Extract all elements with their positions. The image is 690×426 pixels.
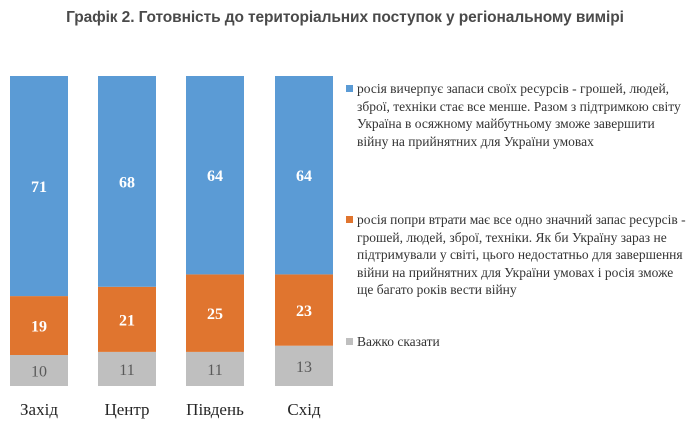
data-label: 11 <box>119 362 134 379</box>
bar-segment-Центр-s2 <box>98 351 156 386</box>
bar-segment-Схід-s2 <box>275 345 333 386</box>
legend-item-hard-to-say: Важко сказати <box>346 333 686 351</box>
bar-segment-Захід-s2 <box>10 355 68 386</box>
data-label: 64 <box>296 168 312 185</box>
category-label: Захід <box>20 400 58 419</box>
legend-label: росія попри втрати має все одно значний … <box>357 212 686 297</box>
data-label: 10 <box>31 364 47 381</box>
bar-segment-Південь-s0 <box>186 76 244 275</box>
bar-segment-Південь-s1 <box>186 274 244 352</box>
legend-item-significant-reserves: росія попри втрати має все одно значний … <box>346 211 686 299</box>
data-label: 11 <box>207 362 222 379</box>
data-label: 64 <box>207 168 223 185</box>
stacked-bar-chart: 10 19 71 Захід 11 21 68 Центр 11 25 64 Південь 13 23 6… <box>10 76 333 419</box>
bar-segment-Центр-s0 <box>98 76 156 287</box>
category-label: Центр <box>104 400 149 419</box>
bar-segment-Захід-s1 <box>10 296 68 355</box>
category-label: Південь <box>186 400 244 419</box>
category-label: Схід <box>287 400 321 419</box>
bar-segment-Захід-s0 <box>10 76 68 297</box>
legend-label: росія вичерпує запаси своїх ресурсів - г… <box>357 81 681 149</box>
data-label: 13 <box>296 359 312 376</box>
legend-marker-orange-icon <box>346 216 353 223</box>
bar-segment-Схід-s1 <box>275 274 333 346</box>
data-label: 23 <box>296 303 312 320</box>
data-label: 71 <box>31 179 47 196</box>
legend-marker-blue-icon <box>346 85 353 92</box>
bar-segment-Схід-s0 <box>275 76 333 275</box>
legend-item-exhausting: росія вичерпує запаси своїх ресурсів - г… <box>346 80 686 150</box>
data-label: 68 <box>119 174 135 191</box>
data-label: 21 <box>119 312 135 329</box>
bar-segment-Південь-s2 <box>186 351 244 386</box>
legend-label: Важко сказати <box>357 334 440 349</box>
bar-segment-Центр-s1 <box>98 286 156 352</box>
data-label: 25 <box>207 306 223 323</box>
data-label: 19 <box>31 319 47 336</box>
legend-marker-gray-icon <box>346 338 353 345</box>
chart-title: Графік 2. Готовність до територіальних п… <box>66 9 624 26</box>
